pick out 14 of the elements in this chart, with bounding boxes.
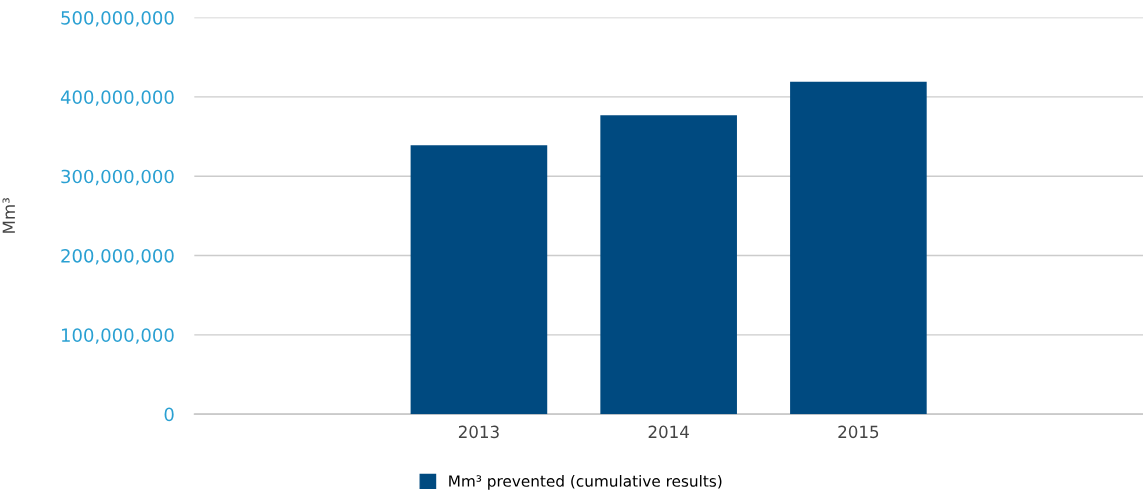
y-axis-title: Mm³ [2,198,15,233]
x-tick-label: 2015 [838,425,879,439]
y-tick-label: 200,000,000 [61,248,174,265]
y-tick-label: 100,000,000 [61,328,174,344]
legend-label: Mm³ prevented (cumulative results) [449,474,722,490]
y-tick-label: 0 [164,407,174,422]
y-tick-label: 300,000,000 [61,169,174,186]
x-tick-label: 2014 [648,425,689,439]
bar [410,145,548,415]
bar [600,115,737,415]
y-tick-label: 500,000,000 [61,11,174,27]
x-tick-label: 2013 [458,425,499,439]
bar [790,81,927,415]
y-tick-label: 400,000,000 [60,90,174,106]
